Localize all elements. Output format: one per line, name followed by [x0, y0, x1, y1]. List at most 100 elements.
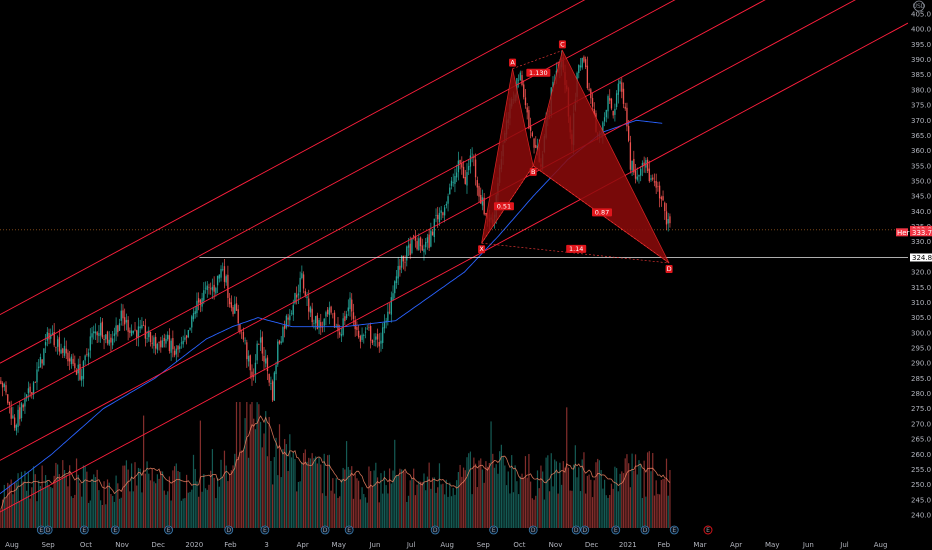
volume-layer [0, 402, 671, 528]
volume-bar [514, 465, 516, 528]
volume-bar [485, 461, 487, 528]
candle-body [261, 336, 263, 354]
candle-body [529, 125, 532, 131]
volume-bar [640, 464, 642, 528]
candle-body [466, 172, 468, 186]
volume-bar [268, 416, 270, 528]
volume-bar [652, 452, 654, 528]
volume-bar [289, 434, 291, 528]
volume-bar [270, 461, 272, 528]
event-letter: D [643, 527, 648, 534]
candle-body [285, 315, 288, 328]
volume-bar [442, 483, 444, 528]
volume-bar [46, 481, 48, 528]
candle-body [74, 363, 76, 369]
candle-body [244, 340, 246, 342]
volume-bar [454, 494, 456, 528]
candle-body [27, 388, 30, 394]
candle-body [521, 75, 523, 85]
volume-bar [585, 493, 587, 528]
volume-bar [655, 480, 657, 528]
volume-bar [278, 424, 281, 528]
candle-body [141, 324, 143, 329]
dividend-marker [580, 525, 590, 535]
candle-body [127, 319, 129, 332]
candle-body [38, 366, 40, 369]
volume-bar [595, 462, 597, 528]
volume-bar [531, 498, 533, 528]
candle-body [406, 246, 408, 261]
volume-bar [7, 482, 9, 528]
candle-body [461, 162, 463, 168]
volume-bar [540, 465, 542, 528]
volume-bar [58, 474, 60, 528]
candle-body [586, 65, 589, 89]
time-axis[interactable]: Aug Sep Oct Nov Dec 2020 Feb 3 Apr May Jun Jul Aug Se… [0, 538, 932, 550]
candle-body [662, 196, 664, 201]
volume-bar [354, 473, 356, 528]
time-tick: Feb [658, 541, 671, 549]
volume-bar [191, 489, 193, 528]
candle-body [629, 142, 632, 170]
dividend-marker [640, 525, 650, 535]
candle-body [72, 358, 74, 364]
time-tick: May [332, 541, 346, 549]
candle-body [275, 365, 277, 375]
candle-body [330, 306, 332, 313]
earnings-marker [611, 525, 621, 535]
volume-bar [612, 488, 614, 528]
candle-body [430, 230, 432, 247]
volume-bar [65, 475, 67, 528]
volume-bar [528, 454, 530, 528]
price-axis[interactable]: 240.0 245.0 250.0 255.0 260.0 265.0 270.0 275.0… [908, 0, 932, 550]
volume-bar [282, 449, 284, 528]
candle-body [113, 333, 116, 337]
event-letter: E [347, 527, 351, 534]
candle-body [69, 358, 71, 362]
candle-body [552, 81, 554, 88]
volume-bar [603, 479, 606, 528]
channel-line [0, 22, 909, 513]
usd-icon[interactable]: USD [913, 0, 926, 12]
ratio-label: 1.130 [529, 69, 548, 77]
volume-bar [254, 429, 257, 528]
volume-bar [388, 468, 391, 528]
candle-body [416, 241, 418, 250]
candle-body [19, 407, 21, 420]
candle-body [517, 79, 520, 81]
volume-bar [456, 480, 458, 528]
candle-body [533, 138, 535, 148]
volume-bar [265, 411, 267, 528]
volume-bar [440, 484, 442, 528]
volume-bar [492, 453, 494, 528]
price-tick: 285.0 [911, 375, 931, 383]
candle-body [454, 175, 456, 184]
upcoming-earnings-marker [703, 525, 713, 535]
earnings-marker [669, 525, 679, 535]
volume-bar [263, 433, 265, 528]
candle-body [614, 108, 616, 115]
volume-bar [366, 502, 368, 528]
volume-bar [576, 477, 578, 528]
candle-body [378, 342, 380, 347]
volume-bar [93, 474, 95, 528]
volume-bar [461, 476, 463, 528]
volume-bar [227, 481, 229, 528]
volume-bar [136, 485, 138, 528]
volume-bar [425, 490, 427, 528]
pattern-point-label: X [479, 245, 484, 253]
volume-bar [39, 485, 42, 528]
price-labels: 333.90333.78Her324.81 [896, 225, 932, 262]
price-tick: 345.0 [911, 193, 931, 201]
candle-body [624, 106, 626, 109]
volume-bar [31, 487, 33, 528]
volume-bar [327, 455, 329, 528]
volume-bar [168, 476, 171, 528]
volume-bar [523, 477, 525, 528]
volume-bar [629, 487, 631, 528]
volume-bar [480, 458, 482, 528]
volume-bar [548, 491, 551, 528]
volume-bar [309, 458, 312, 528]
candle-body [464, 176, 466, 184]
